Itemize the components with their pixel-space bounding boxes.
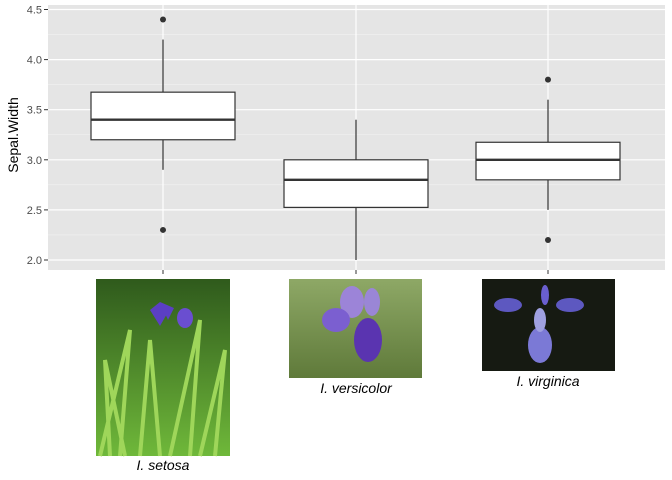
y-tick-label: 3.0 <box>27 155 42 167</box>
boxes <box>90 16 621 260</box>
axes: 2.0 2.5 3.0 3.5 4.0 4.5 <box>27 5 549 274</box>
iris-versicolor-photo <box>289 279 422 378</box>
outlier-point <box>545 236 551 243</box>
box <box>90 91 236 141</box>
y-tick-label: 4.0 <box>27 55 42 67</box>
box <box>475 141 621 181</box>
box <box>283 159 429 208</box>
y-tick-label: 3.5 <box>27 105 42 117</box>
x-tick-label-virginica: I. virginica <box>516 373 579 389</box>
y-tick-label: 2.0 <box>27 255 42 267</box>
y-axis-label: Sepal.Width <box>5 97 21 172</box>
iris-setosa-photo <box>96 279 230 457</box>
y-tick-label: 2.5 <box>27 205 42 217</box>
x-tick-label-setosa: I. setosa <box>137 457 190 473</box>
outlier-point <box>160 226 166 233</box>
iris-virginica-photo <box>482 279 615 371</box>
x-tick-label-versicolor: I. versicolor <box>320 380 393 396</box>
y-tick-label: 4.5 <box>27 5 42 17</box>
outlier-point <box>160 16 166 23</box>
outlier-point <box>545 76 551 83</box>
